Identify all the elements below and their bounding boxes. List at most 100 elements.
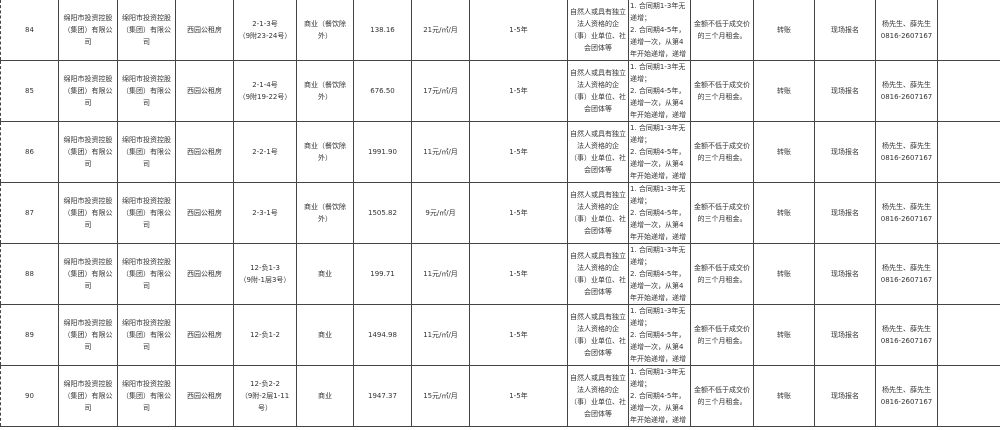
contact-phone: 0816-2607167 xyxy=(880,276,933,284)
row-number: 85 xyxy=(0,60,59,122)
contact-phone: 0816-2607167 xyxy=(880,215,933,223)
payment-method-cell: 转账 xyxy=(753,243,815,305)
rent-line: 1. 合同期1-3年无递增； xyxy=(630,185,686,205)
project-cell: 西园公租房 xyxy=(175,182,234,244)
address-cell: 12-负2-2 （9附-2层1-11号） xyxy=(233,365,297,427)
rent-increase-cell: 1. 合同期1-3年无递增； 2. 合同期4-5年，递增一次，从第4年开始递增，递… xyxy=(628,121,691,183)
owner-cell: 绵阳市投资控股（集团）有限公司 xyxy=(58,365,118,427)
project-cell: 西园公租房 xyxy=(175,60,234,122)
qualification-cell: 自然人或具有独立法人资格的企（事）业单位、社会团体等 xyxy=(567,121,629,183)
extra-cell xyxy=(937,243,1000,305)
rent-increase-cell: 1. 合同期1-3年无递增； 2. 合同期4-5年，递增一次，从第4年开始递增，递… xyxy=(628,304,691,366)
rent-line: 2. 合同期4-5年，递增一次，从第4年开始递增，递增率5%，第5年不递增。 xyxy=(630,87,686,119)
deposit-cell: 金额不低于成交价的三个月租金。 xyxy=(690,60,754,122)
contact-name: 杨先生、薛先生 xyxy=(882,81,931,89)
qualification-cell: 自然人或具有独立法人资格的企（事）业单位、社会团体等 xyxy=(567,0,629,61)
rent-increase-cell: 1. 合同期1-3年无递增； 2. 合同期4-5年，递增一次，从第4年开始递增，递… xyxy=(628,182,691,244)
address-line: 2-1-3号 xyxy=(252,20,278,28)
owner-cell: 绵阳市投资控股（集团）有限公司 xyxy=(58,304,118,366)
owner-cell: 绵阳市投资控股（集团）有限公司 xyxy=(58,60,118,122)
row-number: 88 xyxy=(0,243,59,305)
owner-cell: 绵阳市投资控股（集团）有限公司 xyxy=(58,243,118,305)
lessor-cell: 绵阳市投资控股（集团）有限公司 xyxy=(117,60,176,122)
signup-cell: 现场报名 xyxy=(814,182,876,244)
deposit-cell: 金额不低于成交价的三个月租金。 xyxy=(690,243,754,305)
extra-cell xyxy=(937,304,1000,366)
contact-name: 杨先生、薛先生 xyxy=(882,142,931,150)
address-line: 2-3-1号 xyxy=(252,209,278,217)
table-row: 84 绵阳市投资控股（集团）有限公司 绵阳市投资控股（集团）有限公司 西园公租房 2-1… xyxy=(0,0,1000,61)
signup-cell: 现场报名 xyxy=(814,243,876,305)
qualification-cell: 自然人或具有独立法人资格的企（事）业单位、社会团体等 xyxy=(567,182,629,244)
term-cell: 1-5年 xyxy=(469,304,568,366)
contact-cell: 杨先生、薛先生 0816-2607167 xyxy=(875,182,938,244)
extra-cell xyxy=(937,365,1000,427)
lessor-cell: 绵阳市投资控股（集团）有限公司 xyxy=(117,0,176,61)
contact-name: 杨先生、薛先生 xyxy=(882,20,931,28)
usage-cell: 商业 xyxy=(296,243,354,305)
address-line: 2-1-4号 xyxy=(252,81,278,89)
deposit-cell: 金额不低于成交价的三个月租金。 xyxy=(690,0,754,61)
extra-cell xyxy=(937,60,1000,122)
price-cell: 15元/㎡/月 xyxy=(411,365,470,427)
project-cell: 西园公租房 xyxy=(175,243,234,305)
term-cell: 1-5年 xyxy=(469,60,568,122)
address-detail: （9附19-22号） xyxy=(238,93,292,101)
price-cell: 11元/㎡/月 xyxy=(411,121,470,183)
row-number: 84 xyxy=(0,0,59,61)
usage-cell: 商业（餐饮除外） xyxy=(296,182,354,244)
contact-name: 杨先生、薛先生 xyxy=(882,386,931,394)
term-cell: 1-5年 xyxy=(469,182,568,244)
rent-line: 1. 合同期1-3年无递增； xyxy=(630,246,686,266)
row-number: 86 xyxy=(0,121,59,183)
rent-line: 1. 合同期1-3年无递增； xyxy=(630,124,686,144)
rent-line: 2. 合同期4-5年，递增一次，从第4年开始递增，递增率5%，第5年不递增。 xyxy=(630,392,686,424)
lessor-cell: 绵阳市投资控股（集团）有限公司 xyxy=(117,304,176,366)
address-line: 12-负1-2 xyxy=(250,331,280,339)
lessor-cell: 绵阳市投资控股（集团）有限公司 xyxy=(117,243,176,305)
extra-cell xyxy=(937,182,1000,244)
rent-increase-cell: 1. 合同期1-3年无递增； 2. 合同期4-5年，递增一次，从第4年开始递增，递… xyxy=(628,365,691,427)
address-cell: 2-1-3号 （9附23-24号） xyxy=(233,0,297,61)
rent-line: 1. 合同期1-3年无递增； xyxy=(630,307,686,327)
term-cell: 1-5年 xyxy=(469,243,568,305)
rent-line: 1. 合同期1-3年无递增； xyxy=(630,2,686,22)
project-cell: 西园公租房 xyxy=(175,304,234,366)
deposit-cell: 金额不低于成交价的三个月租金。 xyxy=(690,182,754,244)
table-row: 85 绵阳市投资控股（集团）有限公司 绵阳市投资控股（集团）有限公司 西园公租房 2-1… xyxy=(0,60,1000,122)
extra-cell xyxy=(937,0,1000,61)
payment-method-cell: 转账 xyxy=(753,60,815,122)
rent-line: 2. 合同期4-5年，递增一次，从第4年开始递增，递增率5%，第5年不递增。 xyxy=(630,209,686,241)
price-cell: 17元/㎡/月 xyxy=(411,60,470,122)
lessor-cell: 绵阳市投资控股（集团）有限公司 xyxy=(117,365,176,427)
address-cell: 12-负1-2 xyxy=(233,304,297,366)
deposit-cell: 金额不低于成交价的三个月租金。 xyxy=(690,365,754,427)
rent-increase-cell: 1. 合同期1-3年无递增； 2. 合同期4-5年，递增一次，从第4年开始递增，递… xyxy=(628,0,691,61)
rent-line: 2. 合同期4-5年，递增一次，从第4年开始递增，递增率5%，第5年不递增。 xyxy=(630,270,686,302)
contact-cell: 杨先生、薛先生 0816-2607167 xyxy=(875,60,938,122)
table-row: 88 绵阳市投资控股（集团）有限公司 绵阳市投资控股（集团）有限公司 西园公租房 12-… xyxy=(0,243,1000,305)
rent-line: 2. 合同期4-5年，递增一次，从第4年开始递增，递增率5%，第5年不递增。 xyxy=(630,331,686,363)
address-cell: 2-3-1号 xyxy=(233,182,297,244)
rent-line: 1. 合同期1-3年无递增； xyxy=(630,368,686,388)
contact-cell: 杨先生、薛先生 0816-2607167 xyxy=(875,0,938,61)
area-cell: 1991.90 xyxy=(353,121,412,183)
payment-method-cell: 转账 xyxy=(753,182,815,244)
owner-cell: 绵阳市投资控股（集团）有限公司 xyxy=(58,182,118,244)
contact-phone: 0816-2607167 xyxy=(880,154,933,162)
signup-cell: 现场报名 xyxy=(814,365,876,427)
payment-method-cell: 转账 xyxy=(753,365,815,427)
contact-cell: 杨先生、薛先生 0816-2607167 xyxy=(875,121,938,183)
signup-cell: 现场报名 xyxy=(814,121,876,183)
contact-phone: 0816-2607167 xyxy=(880,32,933,40)
usage-cell: 商业（餐饮除外） xyxy=(296,0,354,61)
usage-cell: 商业 xyxy=(296,365,354,427)
address-detail: （9附23-24号） xyxy=(238,32,292,40)
area-cell: 199.71 xyxy=(353,243,412,305)
address-line: 12-负2-2 xyxy=(250,380,280,388)
signup-cell: 现场报名 xyxy=(814,60,876,122)
address-cell: 2-2-1号 xyxy=(233,121,297,183)
price-cell: 11元/㎡/月 xyxy=(411,243,470,305)
lessor-cell: 绵阳市投资控股（集团）有限公司 xyxy=(117,182,176,244)
contact-cell: 杨先生、薛先生 0816-2607167 xyxy=(875,365,938,427)
